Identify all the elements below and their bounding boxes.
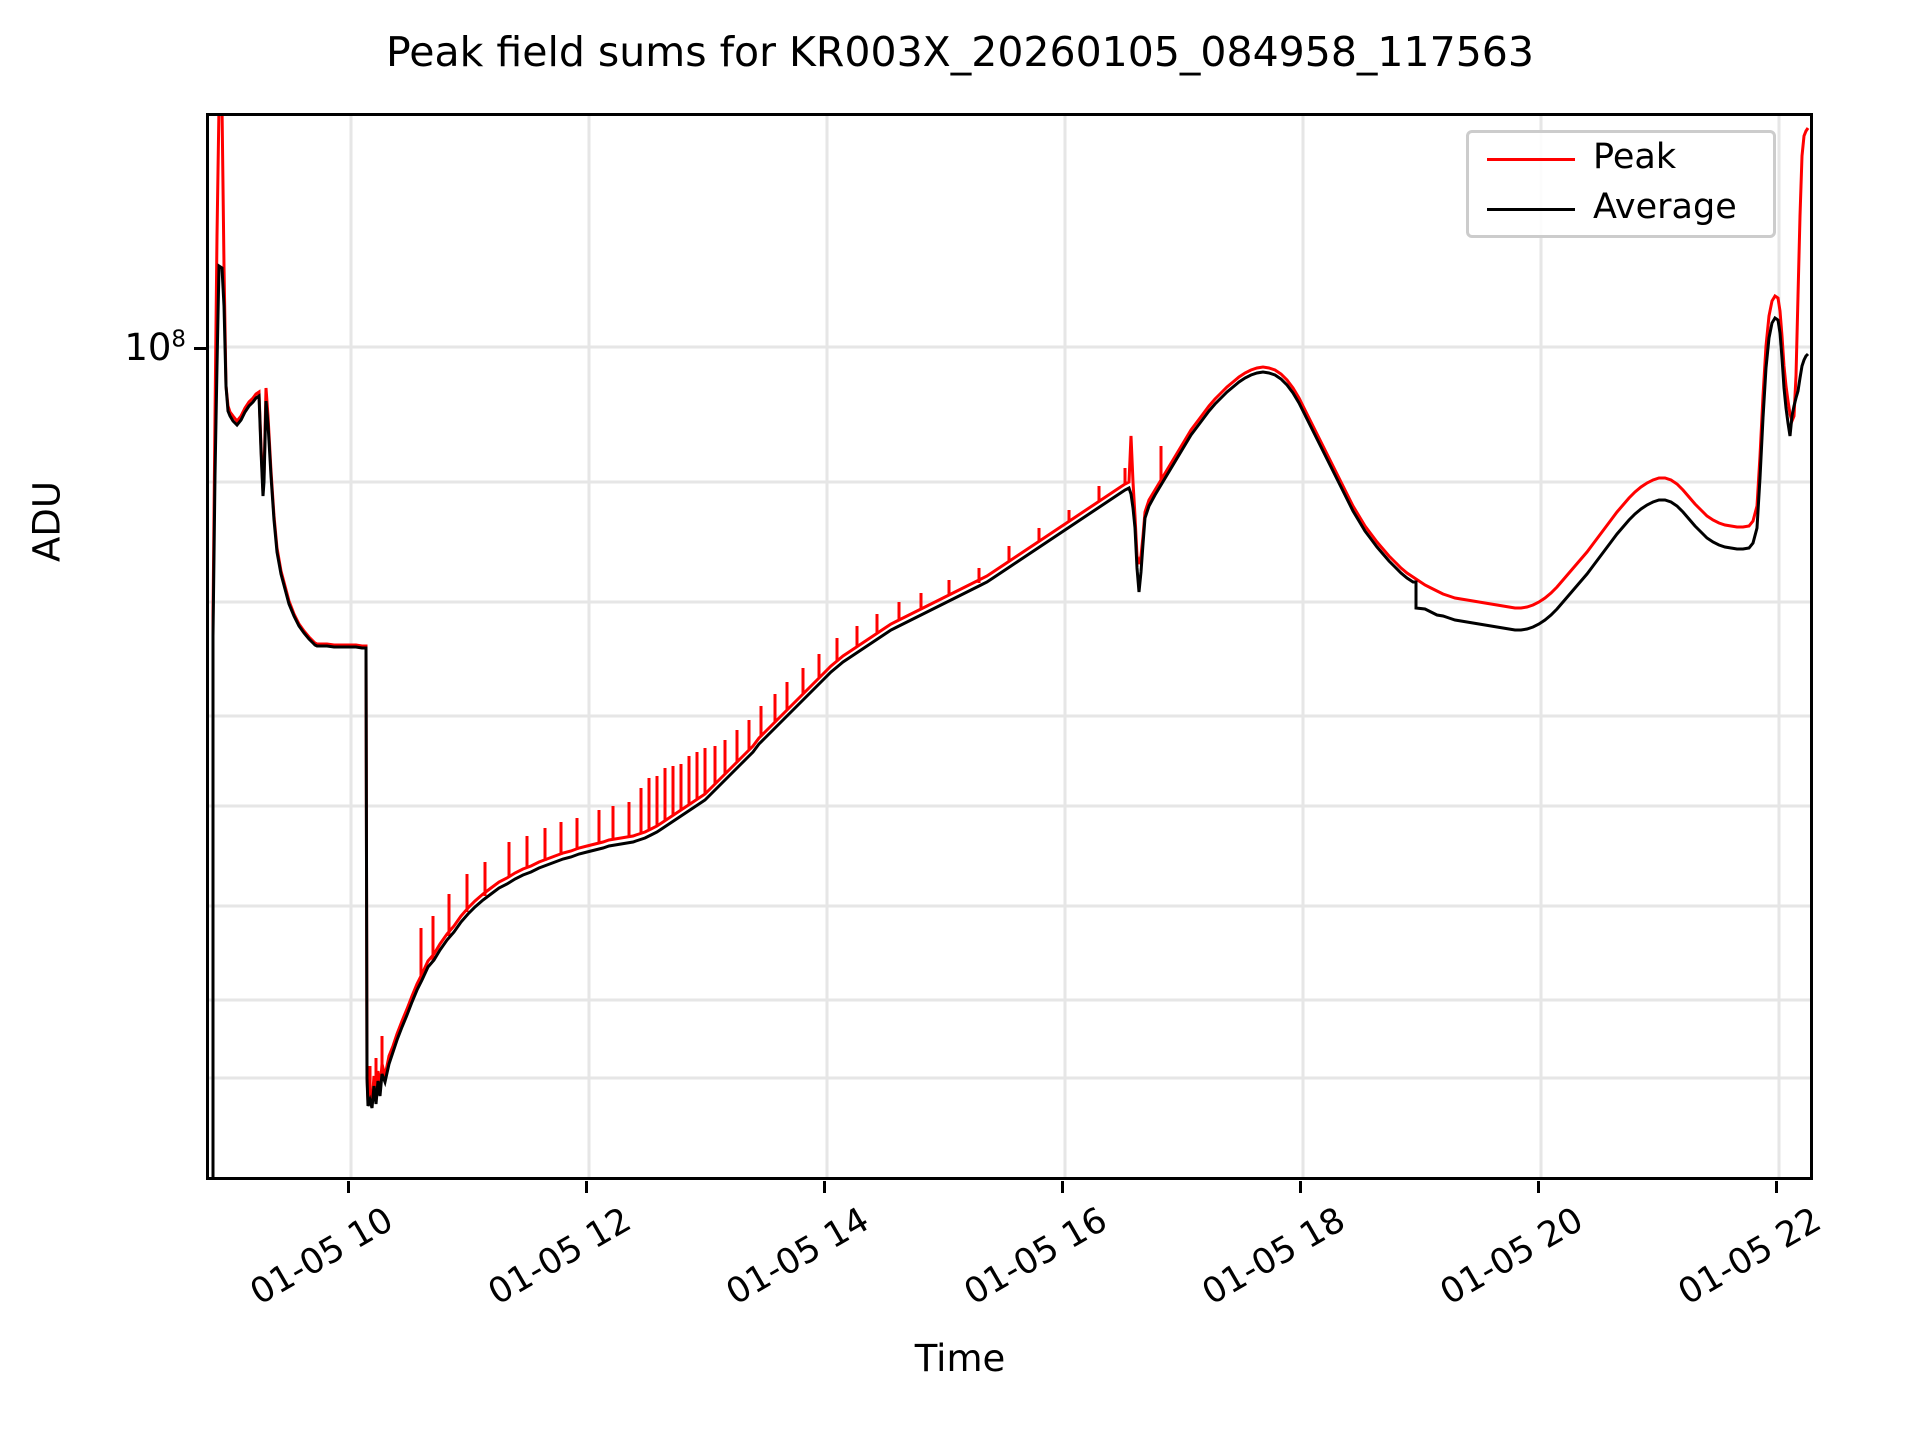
chart-title: Peak field sums for KR003X_20260105_0849…	[386, 28, 1534, 76]
y-axis-label: ADU	[25, 481, 69, 562]
y-tick-mantissa: 10	[124, 326, 172, 369]
legend: Peak Average	[1466, 130, 1776, 238]
series-peak-spikes	[368, 446, 1163, 1101]
legend-item-peak: Peak	[1469, 133, 1779, 187]
series-average	[211, 263, 1810, 1177]
y-tick-label: 108	[96, 326, 186, 369]
x-tick-mark	[1775, 1181, 1778, 1193]
plot-area	[206, 113, 1813, 1180]
legend-label-average: Average	[1593, 187, 1737, 227]
x-tick-label: 01-05 22	[1671, 1200, 1828, 1314]
legend-swatch-average	[1487, 208, 1575, 211]
grid-horizontal	[209, 345, 1810, 1080]
series-peak	[211, 116, 1810, 1177]
x-tick-mark	[1061, 1181, 1064, 1193]
x-tick-mark	[1299, 1181, 1302, 1193]
x-tick-mark	[347, 1181, 350, 1193]
plot-svg	[209, 116, 1810, 1177]
y-tick-mark	[194, 347, 206, 350]
legend-swatch-peak	[1487, 158, 1575, 161]
legend-label-peak: Peak	[1593, 137, 1677, 177]
y-tick-exponent: 8	[171, 326, 186, 353]
x-axis-label: Time	[914, 1337, 1006, 1380]
legend-item-average: Average	[1469, 183, 1779, 237]
x-tick-mark	[585, 1181, 588, 1193]
x-tick-mark	[1537, 1181, 1540, 1193]
grid-vertical	[349, 116, 1781, 1177]
x-tick-mark	[823, 1181, 826, 1193]
